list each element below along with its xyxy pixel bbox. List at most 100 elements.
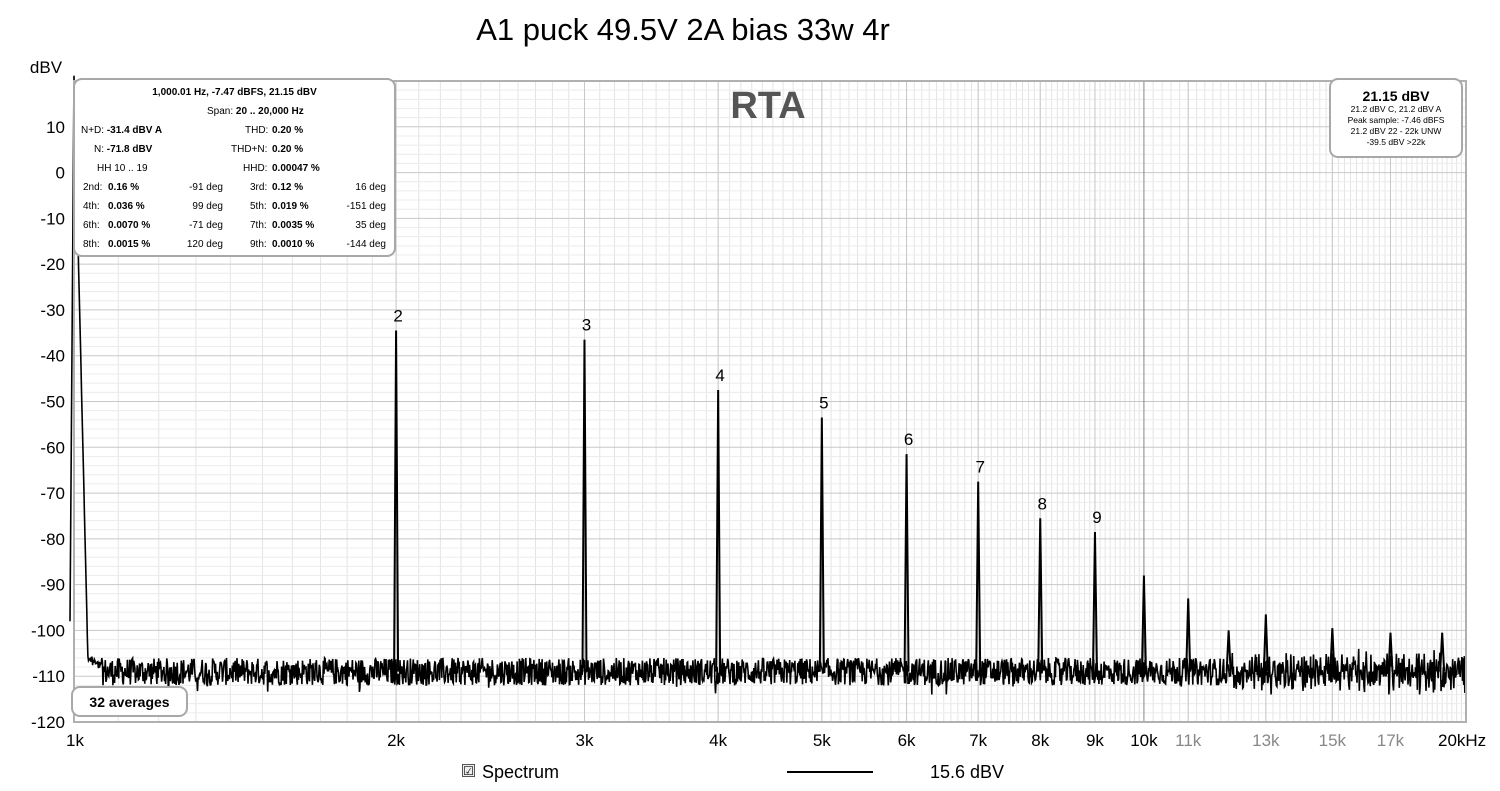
level-line-1: 21.2 dBV C, 21.2 dBV A	[1350, 104, 1442, 114]
harmonic-peak	[1037, 518, 1044, 672]
chart-title: A1 puck 49.5V 2A bias 33w 4r	[476, 12, 890, 47]
hh-label: HH 10 .. 19	[97, 163, 148, 174]
harmonic-peak	[903, 454, 910, 672]
y-tick-label: -30	[40, 301, 65, 320]
hhd-label: HHD:	[243, 163, 268, 174]
level-panel[interactable]: 21.15 dBV 21.2 dBV C, 21.2 dBV A Peak sa…	[1329, 78, 1463, 158]
x-tick-label: 11k	[1175, 731, 1202, 750]
y-tick-label: -60	[40, 438, 65, 457]
y-tick-label: -100	[31, 621, 65, 640]
harmonic-percent: 0.16 %	[108, 182, 140, 193]
level-line-2: Peak sample: -7.46 dBFS	[1347, 115, 1445, 125]
peak-labels: 2 3 4 5 6 7 8 9	[393, 307, 1101, 527]
plot-frame	[73, 80, 1467, 723]
thdn-label: THD+N:	[231, 144, 268, 155]
x-tick-label: 5k	[813, 731, 831, 750]
stats-panel[interactable]: 1,000.01 Hz, -7.47 dBFS, 21.15 dBV Span:…	[73, 78, 396, 257]
harmonic-label: 8th:	[83, 239, 100, 250]
harmonic-peak	[818, 417, 825, 672]
y-tick-label: -70	[40, 484, 65, 503]
harmonic-peak-label: 6	[904, 430, 913, 449]
thdn-value: 0.20 %	[272, 144, 304, 155]
harmonic-peak	[393, 330, 400, 672]
harmonic-peak	[975, 481, 982, 672]
x-tick-label: 6k	[898, 731, 916, 750]
x-tick-label: 20kHz	[1438, 731, 1486, 750]
harmonic-phase: -144 deg	[346, 239, 386, 250]
span-label: Span:	[207, 106, 234, 117]
harmonic-peak-label: 2	[393, 307, 402, 326]
harmonic-phase: 120 deg	[186, 239, 223, 250]
nd-label: N+D:	[81, 125, 105, 136]
y-tick-label: -110	[32, 667, 65, 686]
y-axis-label: dBV	[30, 58, 63, 77]
y-tick-label: -90	[40, 576, 65, 595]
stats-header: 1,000.01 Hz, -7.47 dBFS, 21.15 dBV	[152, 87, 317, 98]
x-tick-label: 8k	[1031, 731, 1049, 750]
legend-swatch	[787, 771, 873, 773]
averages-badge: 32 averages	[71, 686, 188, 717]
nd-value: -31.4 dBV A	[106, 125, 163, 136]
harmonic-peak	[1439, 632, 1446, 672]
x-tick-label: 17k	[1377, 731, 1405, 750]
harmonic-percent: 0.036 %	[108, 201, 145, 212]
harmonic-label: 6th:	[83, 220, 100, 231]
harmonic-label: 9th:	[250, 239, 267, 250]
x-tick-label: 1k	[66, 731, 84, 750]
spectrum-noise-floor	[69, 75, 1467, 695]
harmonic-peak	[1140, 575, 1147, 672]
y-tick-label: -40	[40, 347, 65, 366]
y-tick-label: -50	[40, 393, 65, 412]
hhd-value: 0.00047 %	[272, 163, 320, 174]
harmonic-peak-label: 4	[715, 366, 724, 385]
chart-axes: 10 0 -10 -20 -30 -40 -50 -60 -70 -80 -90 -100 -110 -1…	[30, 58, 1486, 750]
harmonic-peak-label: 9	[1092, 508, 1101, 527]
harmonic-peak	[1387, 632, 1394, 672]
harmonic-peak-label: 8	[1038, 494, 1047, 513]
x-tick-label: 2k	[387, 731, 405, 750]
harmonic-label: 7th:	[250, 220, 267, 231]
y-tick-label: -120	[31, 713, 65, 732]
harmonic-percent: 0.12 %	[272, 182, 304, 193]
n-label: N:	[94, 144, 104, 155]
harmonic-phase: -91 deg	[189, 182, 223, 193]
y-tick-label: -80	[40, 530, 65, 549]
y-tick-label: -10	[40, 209, 65, 228]
y-tick-label: 10	[46, 118, 65, 137]
harmonic-percent: 0.0070 %	[108, 220, 151, 231]
legend: ☑ Spectrum 15.6 dBV	[0, 760, 1500, 786]
harmonic-peak-label: 3	[582, 316, 591, 335]
harmonic-label: 3rd:	[250, 182, 268, 193]
level-line-4: -39.5 dBV >22k	[1366, 137, 1426, 147]
harmonic-phase: 99 deg	[192, 201, 223, 212]
harmonic-phase: 16 deg	[355, 182, 386, 193]
harmonic-peak	[1329, 628, 1336, 672]
y-tick-label: -20	[40, 255, 65, 274]
harmonic-peak-label: 5	[819, 394, 828, 413]
rta-watermark: RTA	[730, 85, 805, 127]
spectrum-checkbox[interactable]: ☑	[462, 764, 475, 778]
harmonic-label: 2nd:	[83, 182, 103, 193]
harmonic-label: 4th:	[83, 201, 100, 212]
harmonic-percent: 0.0035 %	[272, 220, 315, 231]
harmonic-phase: -151 deg	[346, 201, 386, 212]
harmonic-peak	[1185, 598, 1192, 672]
span-value: 20 .. 20,000 Hz	[235, 106, 304, 117]
harmonic-label: 5th:	[250, 201, 267, 212]
y-tick-label: 0	[56, 164, 65, 183]
harmonic-phase: 35 deg	[355, 220, 386, 231]
x-tick-label: 7k	[969, 731, 987, 750]
n-value: -71.8 dBV	[106, 144, 153, 155]
level-main: 21.15 dBV	[1362, 88, 1430, 104]
level-line-3: 21.2 dBV 22 - 22k UNW	[1350, 126, 1442, 136]
x-tick-label: 4k	[709, 731, 727, 750]
harmonic-percent: 0.019 %	[272, 201, 309, 212]
harmonic-peak	[715, 390, 722, 672]
legend-label[interactable]: Spectrum	[482, 762, 560, 782]
x-tick-label: 15k	[1319, 731, 1347, 750]
harmonic-percent: 0.0015 %	[108, 239, 151, 250]
harmonic-phase: -71 deg	[189, 220, 223, 231]
x-tick-label: 3k	[575, 731, 593, 750]
harmonic-peak-label: 7	[975, 458, 984, 477]
x-tick-label: 13k	[1252, 731, 1280, 750]
